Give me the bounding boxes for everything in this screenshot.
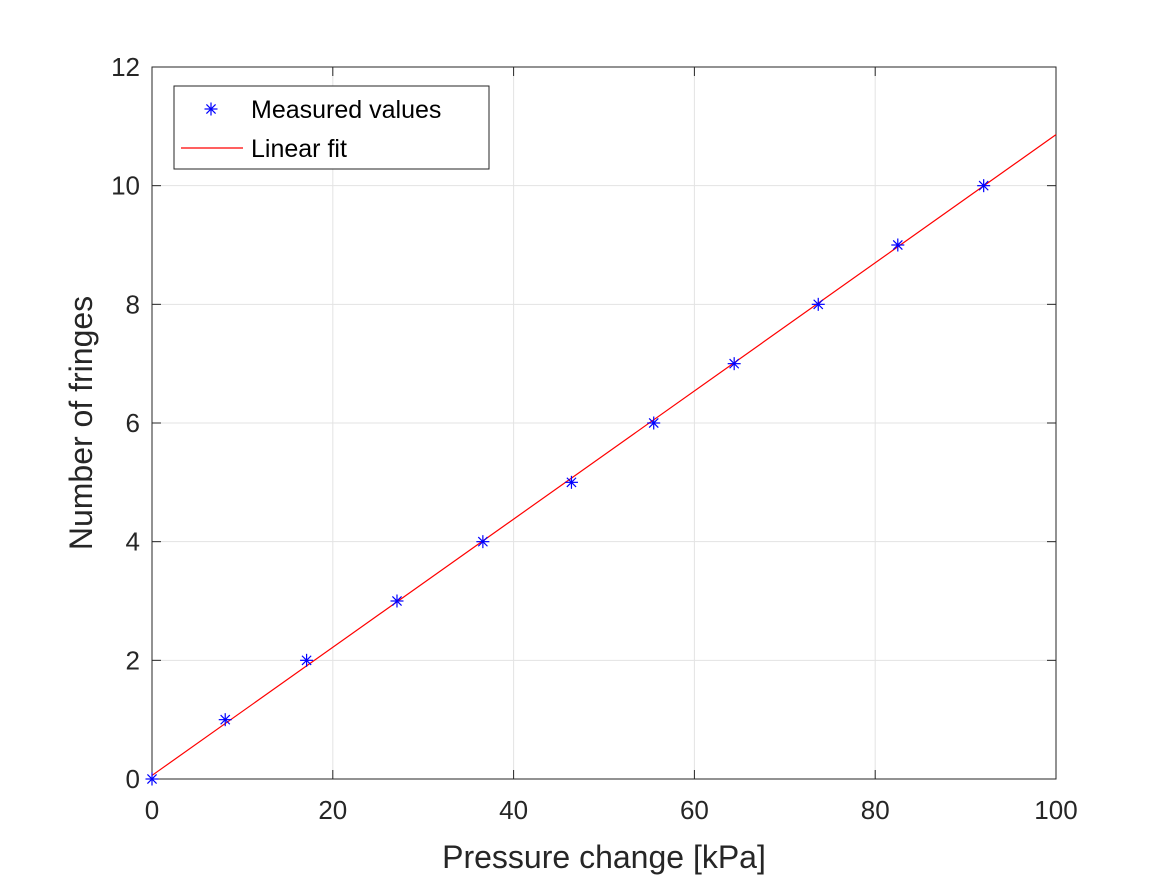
y-tick-label: 8 <box>126 289 140 319</box>
x-tick-label: 40 <box>499 795 528 825</box>
x-tick-label: 100 <box>1034 795 1077 825</box>
y-tick-label: 6 <box>126 408 140 438</box>
data-point <box>977 179 991 193</box>
legend-asterisk <box>204 102 218 116</box>
data-point <box>145 772 159 786</box>
data-point <box>390 594 404 608</box>
series-line-linear-fit <box>151 134 1057 776</box>
x-tick-label: 80 <box>861 795 890 825</box>
data-point <box>476 535 490 549</box>
legend-label-measured-values: Measured values <box>251 96 441 124</box>
x-tick-label: 0 <box>145 795 159 825</box>
y-axis-label: Number of fringes <box>63 296 99 550</box>
ticks: 0 20 40 60 80 100 0 2 4 6 8 10 12 <box>111 52 1078 825</box>
y-tick-label: 4 <box>126 527 140 557</box>
data-point <box>564 475 578 489</box>
y-tick-label: 2 <box>126 645 140 675</box>
data-point <box>218 713 232 727</box>
y-tick-label: 12 <box>111 52 140 82</box>
data-point <box>300 653 314 667</box>
legend: Measured values Linear fit <box>173 85 490 170</box>
y-tick-label: 10 <box>111 171 140 201</box>
legend-marker-measured-values <box>204 102 218 116</box>
y-tick-label: 0 <box>126 764 140 794</box>
x-tick-label: 20 <box>318 795 347 825</box>
legend-label-linear-fit: Linear fit <box>251 135 347 163</box>
data-point <box>647 416 661 430</box>
data-point <box>811 297 825 311</box>
data-point <box>727 357 741 371</box>
data-point <box>891 238 905 252</box>
x-axis-label: Pressure change [kPa] <box>442 839 766 875</box>
x-tick-label: 60 <box>680 795 709 825</box>
plot-area <box>145 134 1057 786</box>
legend-box <box>173 85 490 170</box>
